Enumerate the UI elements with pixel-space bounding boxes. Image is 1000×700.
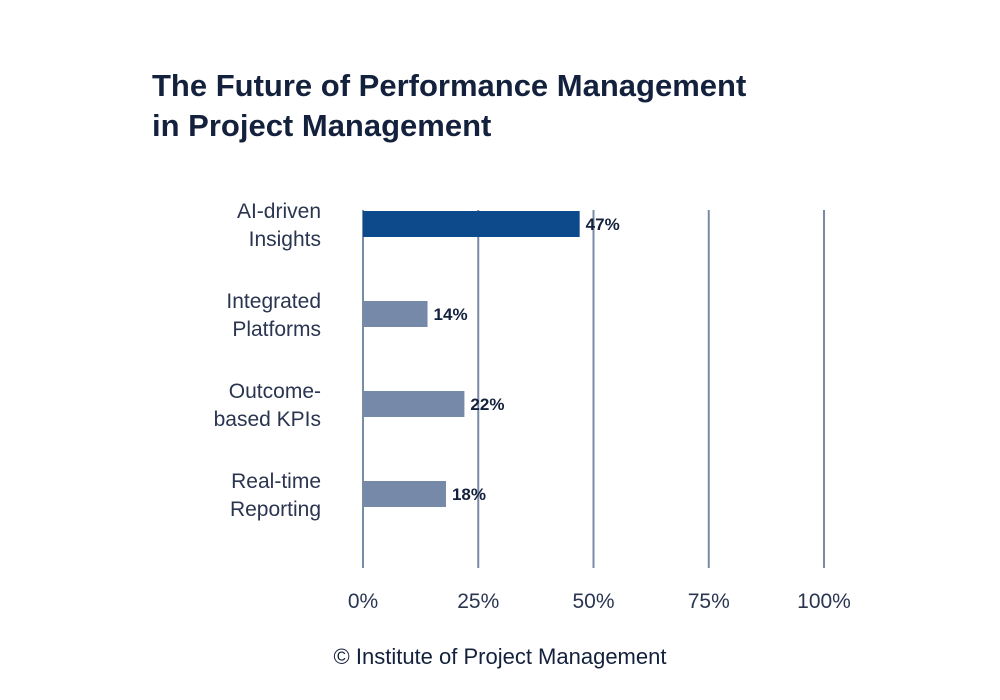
data-label-1: 14% [434, 305, 468, 324]
category-label-0: AI-driven Insights [237, 200, 321, 251]
x-tick-label-25: 25% [457, 590, 499, 613]
bar-2 [363, 391, 465, 417]
x-tick-label-100: 100% [797, 590, 851, 613]
bar-chart: 47% 14% 22% 18% AI-driven Insights Integrated… [214, 200, 851, 613]
chart-title-line-2: in Project Management [152, 108, 492, 143]
chart-title: The Future of Performance Management in … [152, 66, 852, 146]
data-label-3: 18% [452, 485, 486, 504]
data-label-0: 47% [586, 215, 620, 234]
data-label-2: 22% [470, 395, 504, 414]
category-label-1: Integrated Platforms [226, 290, 321, 341]
grid-lines [362, 210, 825, 568]
x-tick-label-0: 0% [348, 590, 378, 613]
category-labels: AI-driven Insights Integrated Platforms Outc… [214, 200, 321, 521]
category-label-3: Real-time Reporting [230, 470, 321, 521]
x-axis-ticks: 0% 25% 50% 75% 100% [348, 590, 851, 613]
chart-title-line-1: The Future of Performance Management [152, 68, 747, 103]
x-tick-label-50: 50% [572, 590, 614, 613]
bar-3 [363, 481, 446, 507]
source-note: © Institute of Project Management [333, 644, 667, 669]
bar-0 [363, 211, 580, 237]
x-tick-label-75: 75% [688, 590, 730, 613]
bars: 47% 14% 22% 18% [363, 211, 620, 507]
bar-1 [363, 301, 428, 327]
category-label-2: Outcome-based KPIs [214, 380, 321, 431]
